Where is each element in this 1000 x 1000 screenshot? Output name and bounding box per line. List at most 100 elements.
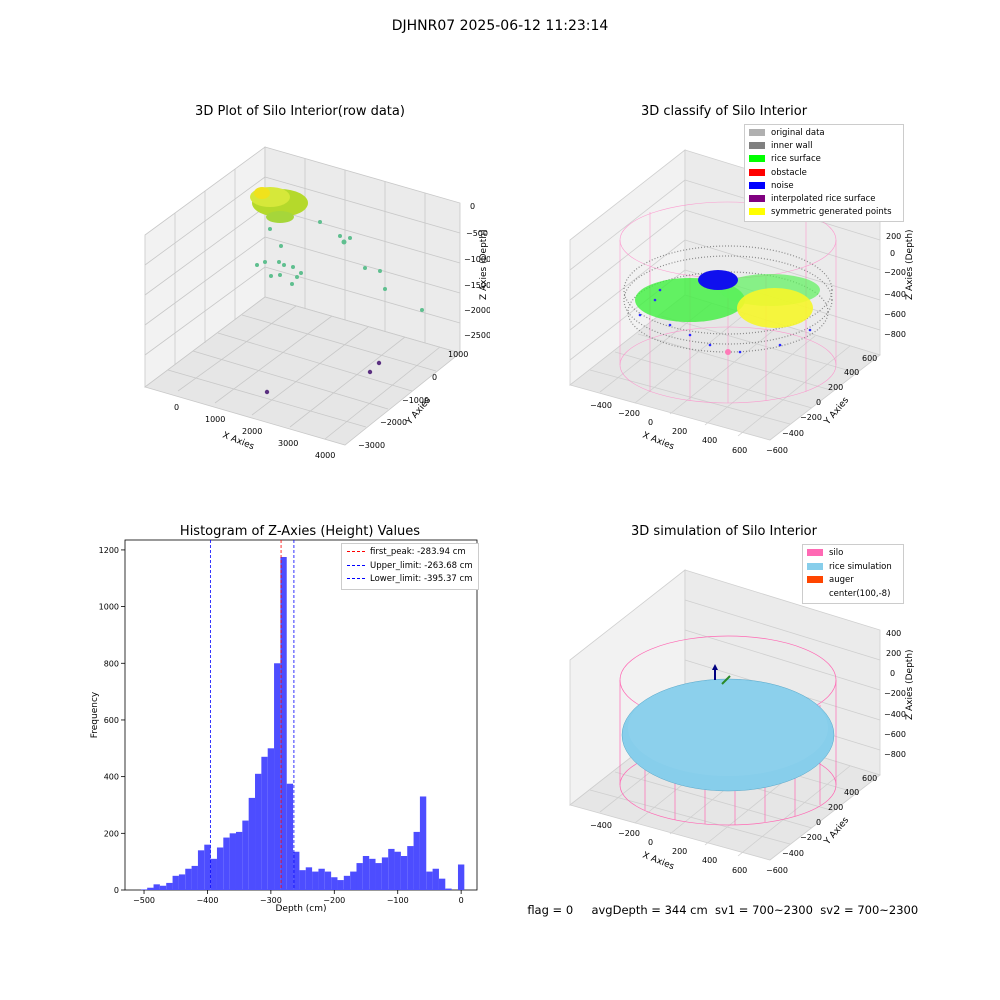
histogram-legend-swatch: [347, 564, 365, 566]
simulation-ztick: −600: [884, 730, 906, 739]
simulation-legend-item: auger: [807, 574, 899, 588]
histogram-bar: [191, 865, 198, 890]
histogram-bar: [331, 877, 338, 890]
simulation-ytick: −600: [766, 866, 788, 875]
histogram-bar: [185, 868, 192, 890]
simulation-ytick: 600: [862, 774, 877, 783]
classify-legend-label: original data: [771, 128, 825, 138]
histogram-legend-swatch: [347, 551, 365, 552]
histogram-ytick-label: 1000: [99, 603, 119, 612]
classify-legend-swatch: [749, 155, 765, 163]
histogram-bar: [153, 884, 160, 890]
histogram-bar: [204, 844, 211, 890]
simulation-3d-plot: −400 −200 0 200 400 600 600 400 200 0 −2…: [569, 569, 915, 875]
histogram-bar: [242, 820, 249, 890]
histogram-bar: [356, 863, 363, 890]
classify-plot-title: 3D classify of Silo Interior: [640, 104, 808, 119]
histogram-bar: [305, 867, 313, 890]
histogram-bar: [229, 833, 236, 890]
histogram-xtick-label: −200: [323, 896, 345, 905]
histogram-ytick-label: 200: [104, 829, 119, 838]
classify-legend-swatch: [749, 142, 765, 150]
raw-point-cloud: [250, 187, 424, 395]
raw-ztick: −2500: [464, 331, 490, 340]
histogram-legend-item: Lower_limit: -395.37 cm: [347, 573, 473, 587]
classify-ytick: −400: [782, 429, 804, 438]
histogram-xtick-label: 0: [459, 896, 464, 905]
sv1-text: sv1 = 700~2300: [715, 903, 813, 917]
classify-ztick: −400: [884, 290, 906, 299]
histogram-bar: [381, 857, 389, 890]
simulation-ytick: 400: [844, 788, 859, 797]
histogram-ytick-label: 0: [114, 886, 119, 895]
histogram-bar: [255, 773, 262, 890]
histogram-bar: [197, 850, 205, 890]
classify-ztick: −800: [884, 330, 906, 339]
histogram-xtick-label: −500: [133, 896, 155, 905]
histogram-bar: [318, 868, 325, 890]
classify-legend-label: inner wall: [771, 141, 813, 152]
histogram-bar: [210, 858, 217, 890]
raw-xtick: 1000: [205, 415, 225, 424]
histogram-ytick-label: 600: [104, 716, 119, 725]
simulation-legend-item: center(100,-8): [807, 588, 899, 602]
histogram-bar: [407, 846, 414, 890]
simulation-xtick: 600: [732, 866, 747, 875]
simulation-legend-label: auger: [829, 575, 854, 585]
histogram-bar: [147, 887, 154, 890]
classify-legend-label: interpolated rice surface: [771, 194, 876, 205]
classify-ylabel: Y Axies: [822, 395, 851, 427]
figure-title: DJHNR07 2025-06-12 11:23:14: [391, 18, 609, 34]
simulation-xtick: 200: [672, 847, 687, 856]
classify-legend-label: noise: [771, 180, 794, 191]
classify-ztick: −200: [884, 268, 906, 277]
simulation-xlabel: X Axies: [641, 851, 676, 873]
histogram-bar: [394, 851, 401, 890]
histogram-legend: first_peak: -283.94 cm Upper_limit: -263.…: [341, 543, 479, 590]
classify-legend-item: symmetric generated points: [749, 206, 899, 219]
flag-text: flag = 0: [527, 903, 574, 917]
histogram-bar: [267, 748, 275, 890]
simulation-legend-swatch: [807, 562, 823, 570]
raw-ytick: −2000: [380, 418, 407, 427]
histogram-bar: [248, 797, 256, 890]
histogram-bar: [140, 889, 148, 890]
histogram-legend-label: first_peak: -283.94 cm: [370, 547, 466, 557]
histogram-bar: [166, 882, 173, 890]
raw-ztick: 0: [470, 202, 475, 211]
histogram-bar: [375, 863, 382, 890]
sv2-text: sv2 = 700~2300: [820, 903, 919, 917]
histogram-legend-item: Upper_limit: -263.68 cm: [347, 560, 473, 574]
classify-ztick: 200: [886, 232, 901, 241]
simulation-legend-swatch: [807, 576, 823, 583]
classify-ytick: −600: [766, 446, 788, 455]
classify-ytick: 600: [862, 354, 877, 363]
raw-xtick: 0: [174, 403, 179, 412]
histogram-bar: [343, 875, 351, 890]
avg-depth-text: avgDepth = 344 cm: [591, 903, 708, 917]
simulation-ztick: 400: [886, 629, 901, 638]
raw-xtick: 3000: [278, 439, 298, 448]
classify-legend-item: interpolated rice surface: [749, 193, 899, 206]
classify-ytick: 400: [844, 368, 859, 377]
histogram-bar: [235, 831, 243, 890]
classify-legend-swatch: [749, 208, 765, 216]
classify-ztick: −600: [884, 310, 906, 319]
simulation-ztick: −400: [884, 710, 906, 719]
histogram-bar: [280, 557, 287, 890]
simulation-ylabel: Y Axies: [822, 815, 851, 847]
histogram-ytick-label: 1200: [99, 546, 119, 555]
classify-xtick: 200: [672, 427, 687, 436]
histogram-bar: [223, 837, 230, 890]
histogram-xtick-label: −100: [387, 896, 409, 905]
raw-zlabel: Z Axies (Depth): [479, 229, 489, 300]
simulation-legend-item: rice simulation: [807, 561, 899, 575]
histogram-bar: [369, 858, 376, 890]
raw-ztick: −1000: [464, 255, 490, 264]
histogram-bar: [293, 851, 300, 890]
histogram-xlabel: Depth (cm): [275, 904, 326, 914]
histogram-bar: [324, 871, 332, 890]
simulation-xtick: −400: [590, 821, 612, 830]
simulation-legend-label: silo: [829, 548, 844, 558]
classify-legend: original data inner wall rice surface obsta…: [744, 124, 904, 223]
